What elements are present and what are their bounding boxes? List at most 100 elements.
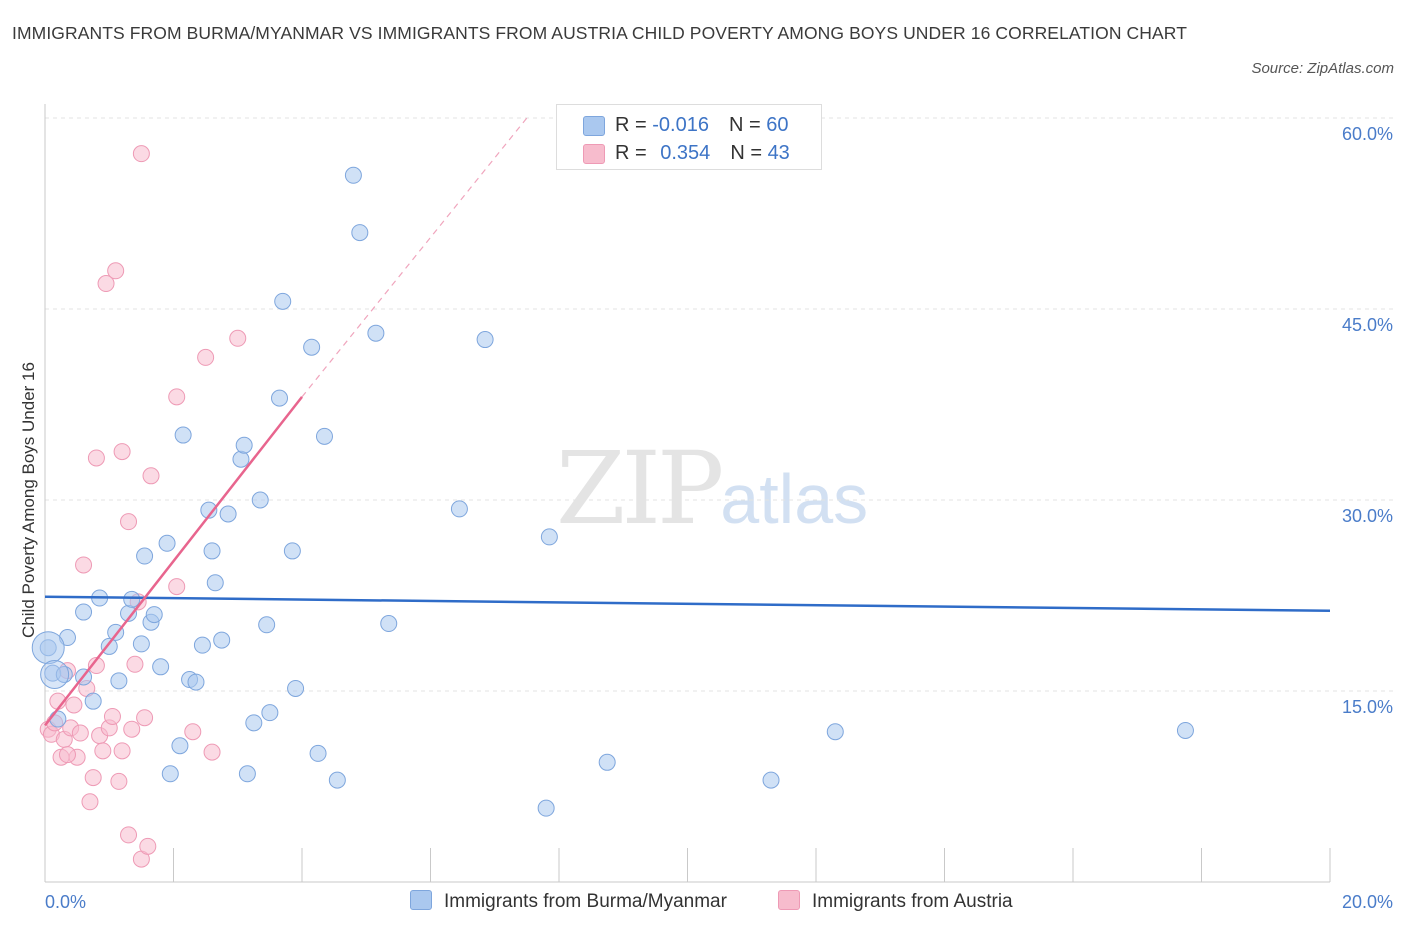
burma-point: [110, 672, 128, 690]
austria-point: [113, 443, 131, 461]
burma-point: [235, 436, 253, 454]
series-legend-austria[interactable]: Immigrants from Austria: [778, 888, 1013, 916]
burma-point: [303, 338, 321, 356]
y-axis-label: Child Poverty Among Boys Under 16: [19, 362, 38, 638]
burma-point: [136, 547, 154, 565]
legend-r-value-austria: 0.354: [660, 142, 711, 164]
burma-point: [171, 737, 189, 755]
burma-point: [251, 491, 269, 509]
legend-r-label-austria: R =: [615, 142, 653, 164]
austria-point: [75, 556, 93, 574]
austria-point: [110, 772, 128, 790]
burma-point: [380, 615, 398, 633]
austria-point: [65, 696, 83, 714]
burma-trendline: [44, 595, 1331, 613]
burma-point: [315, 427, 333, 445]
burma-point: [598, 753, 616, 771]
burma-point: [261, 704, 279, 722]
legend-swatch-austria: [583, 143, 605, 164]
burma-point: [476, 331, 494, 349]
austria-point: [203, 743, 221, 761]
burma-point: [219, 505, 237, 523]
burma-point: [537, 799, 555, 817]
correlation-legend: R = -0.016 N = 60 R = 0.354 N = 43: [556, 104, 822, 170]
watermark-zip: ZIP: [556, 430, 724, 547]
austria-point: [142, 467, 160, 485]
burma-point: [161, 765, 179, 783]
austria-point: [123, 720, 141, 738]
burma-point: [328, 771, 346, 789]
austria-point: [168, 578, 186, 596]
watermark: ZIPatlas: [556, 430, 868, 547]
y-tick-label: 15.0%: [1342, 697, 1393, 717]
legend-swatch-burma: [583, 115, 605, 136]
austria-point: [126, 655, 144, 673]
austria-point: [103, 707, 121, 725]
austria-point: [113, 742, 131, 760]
austria-point: [229, 329, 247, 347]
y-tick-label: 45.0%: [1342, 315, 1393, 335]
austria-point: [87, 657, 105, 675]
legend-n-label-austria: N =: [730, 142, 768, 164]
burma-point: [203, 542, 221, 560]
series-legend-burma[interactable]: Immigrants from Burma/Myanmar: [410, 888, 727, 916]
austria-trendline-extension: [301, 117, 528, 398]
legend-row-austria: R = 0.354 N = 43: [583, 139, 790, 167]
legend-row-burma: R = -0.016 N = 60: [583, 111, 788, 139]
austria-point: [120, 513, 138, 531]
burma-point: [232, 450, 250, 468]
burma-point: [271, 389, 289, 407]
burma-point: [540, 528, 558, 546]
series-swatch-burma: [410, 889, 432, 910]
burma-point: [213, 631, 231, 649]
austria-point: [58, 746, 76, 764]
burma-point: [245, 714, 263, 732]
burma-point: [187, 673, 205, 691]
burma-point: [84, 692, 102, 710]
watermark-atlas: atlas: [720, 460, 869, 538]
austria-point: [97, 275, 115, 293]
austria-point: [136, 709, 154, 727]
burma-point: [287, 679, 305, 697]
burma-point: [762, 771, 780, 789]
legend-n-label-burma: N =: [728, 114, 767, 136]
burma-point: [200, 501, 218, 519]
burma-point: [100, 637, 118, 655]
burma-point: [450, 500, 468, 518]
legend-n-value-austria: 43: [767, 142, 790, 164]
source-label: Source: ZipAtlas.com: [1251, 60, 1394, 77]
austria-point: [184, 723, 202, 741]
austria-point: [84, 769, 102, 787]
burma-point: [174, 426, 192, 444]
series-label-burma: Immigrants from Burma/Myanmar: [444, 891, 727, 912]
burma-point: [145, 606, 163, 624]
austria-point: [94, 742, 112, 760]
burma-point: [309, 744, 327, 762]
burma-point: [132, 635, 150, 653]
y-tick-label: 30.0%: [1342, 506, 1393, 526]
burma-point: [238, 765, 256, 783]
legend-r-label-burma: R =: [615, 114, 653, 136]
burma-point: [344, 166, 362, 184]
burma-point: [158, 534, 176, 552]
y-tick-label: 60.0%: [1342, 124, 1393, 144]
austria-point: [139, 837, 157, 855]
austria-point: [120, 826, 138, 844]
burma-point: [152, 658, 170, 676]
x-tick-label: 20.0%: [1342, 892, 1393, 912]
burma-point: [274, 292, 292, 310]
burma-point-cluster: [31, 631, 65, 665]
burma-point: [49, 710, 67, 728]
austria-trendline: [44, 396, 303, 727]
austria-point: [132, 145, 150, 163]
austria-point: [197, 348, 215, 366]
burma-point: [826, 723, 844, 741]
austria-point: [107, 262, 125, 280]
burma-point-cluster: [40, 659, 70, 689]
burma-point: [206, 574, 224, 592]
legend-r-value-burma: -0.016: [652, 114, 709, 136]
burma-point: [75, 603, 93, 621]
series-swatch-austria: [778, 889, 800, 910]
burma-point: [283, 542, 301, 560]
